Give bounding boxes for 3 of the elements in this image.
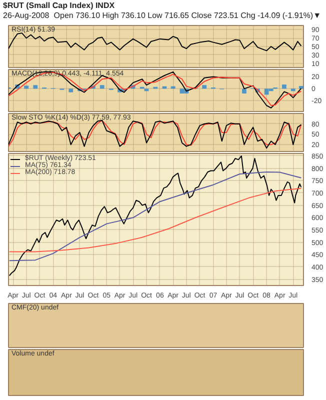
text: 26-Aug-2008: [3, 11, 50, 21]
text: Open 736.10 High 736.10 Low 716.65 Close 723.51 Chg -14.09 (-1.91%)▼: [54, 11, 321, 21]
text: $RUT (Small Cap Index) INDX: [3, 1, 115, 10]
